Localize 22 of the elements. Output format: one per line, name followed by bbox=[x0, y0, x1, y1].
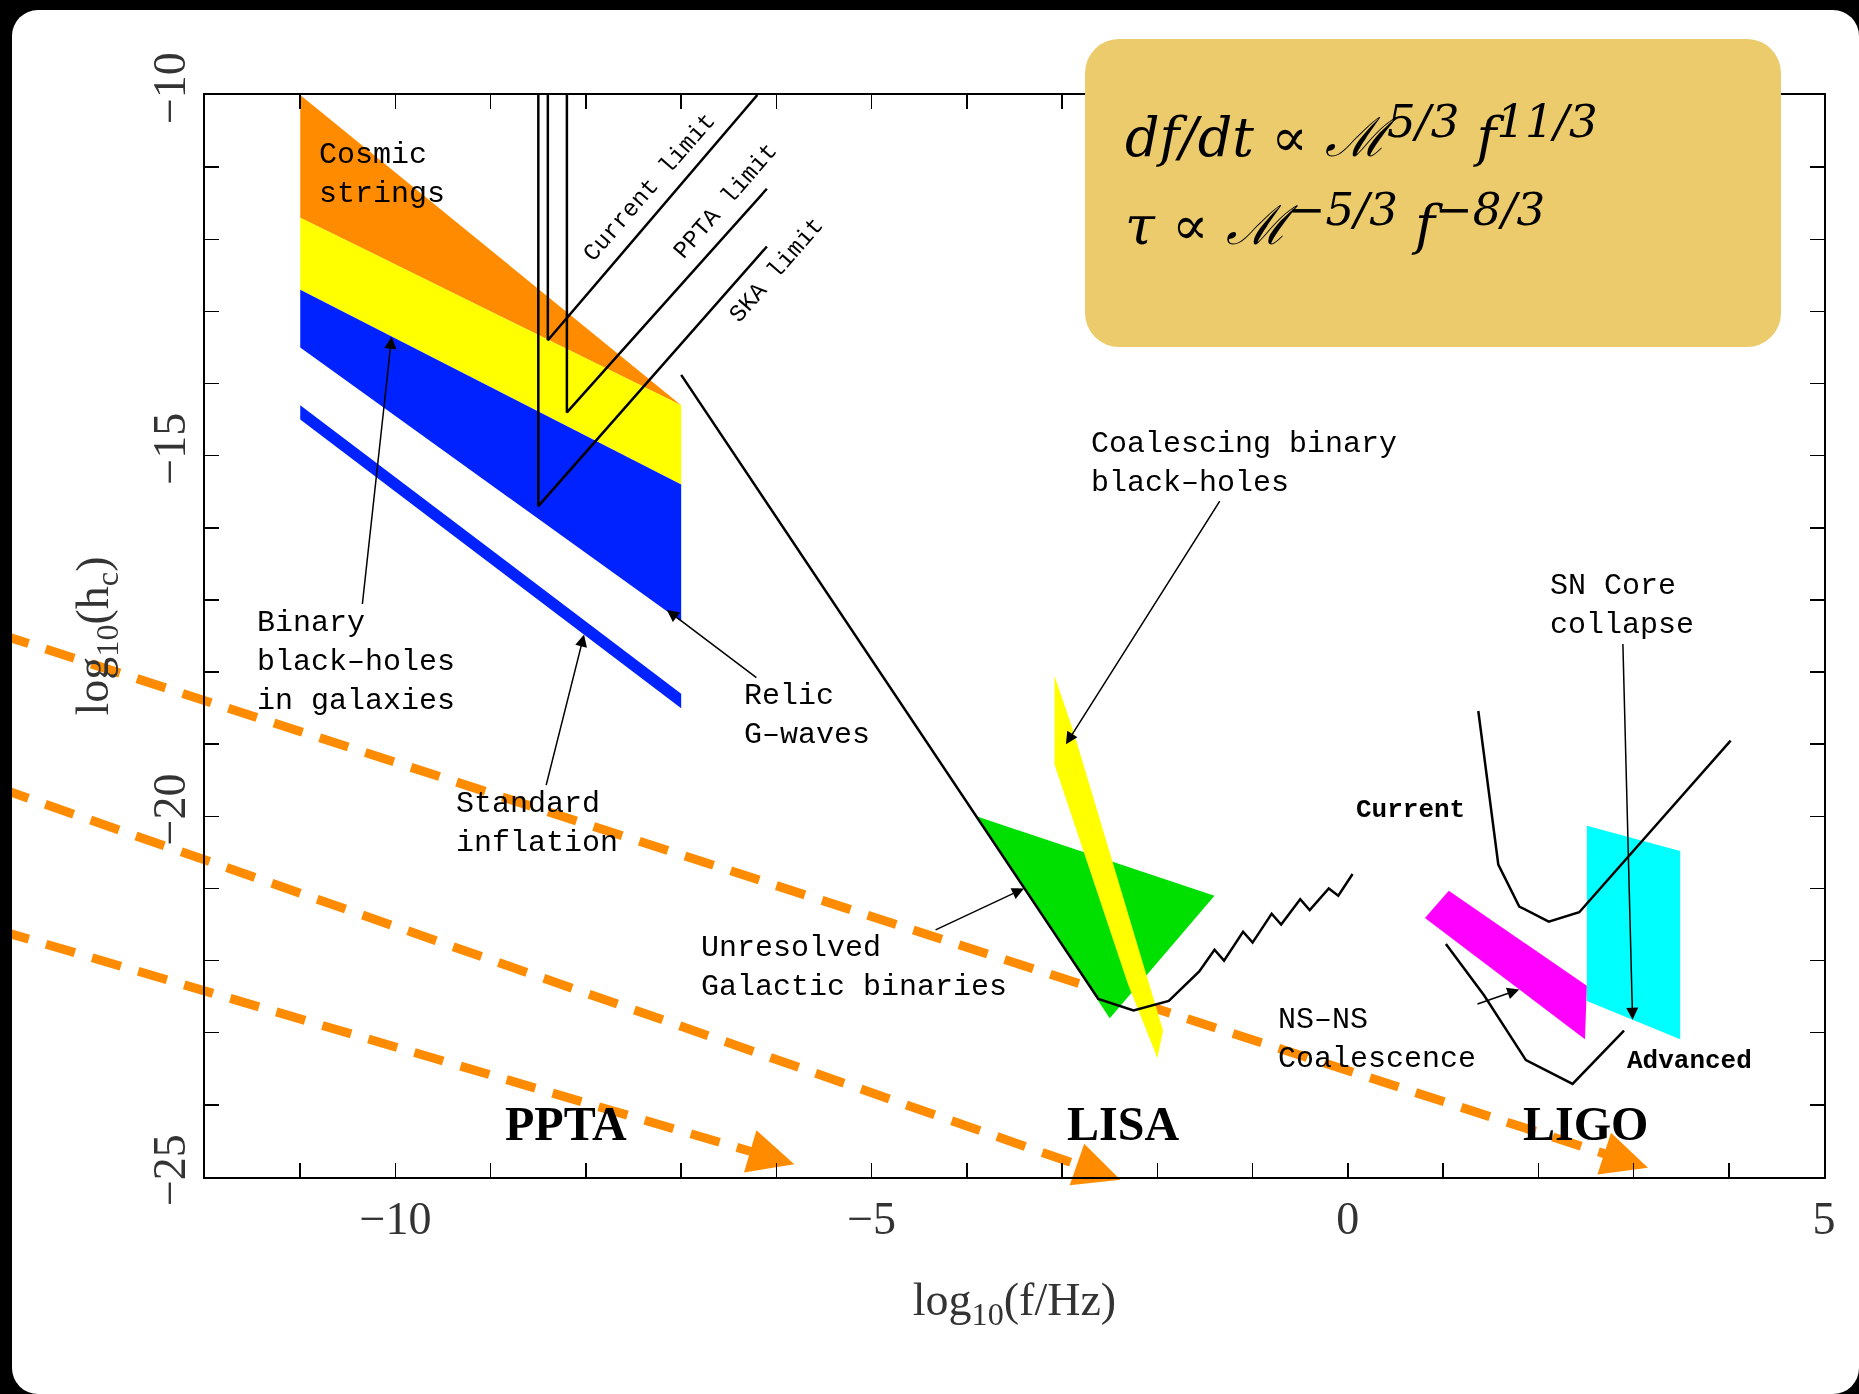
x-axis-title: log$_{10}$(f/Hz) bbox=[912, 1274, 1117, 1333]
x-tick-label: 0 bbox=[1336, 1193, 1360, 1245]
annotation: LISA bbox=[1067, 1097, 1180, 1150]
annotation: LIGO bbox=[1523, 1097, 1649, 1150]
annotation: df/dt ∝ ℳ$^{5/3}$ f$^{11/3}$ bbox=[1125, 94, 1599, 171]
annotation: Binary black–holes in galaxies bbox=[257, 606, 456, 718]
x-tick-label: −5 bbox=[847, 1193, 897, 1245]
y-tick-label: −10 bbox=[143, 52, 195, 125]
annotation: Unresolved Galactic binaries bbox=[701, 931, 1008, 1004]
annotation: Relic G–waves bbox=[744, 679, 871, 752]
y-tick-label: −25 bbox=[143, 1134, 195, 1207]
annotation: SN Core collapse bbox=[1550, 569, 1695, 642]
y-tick-label: −15 bbox=[143, 412, 195, 485]
x-tick-label: 5 bbox=[1812, 1193, 1836, 1245]
annotation: Advanced bbox=[1627, 1046, 1752, 1076]
annotation: Coalescing binary black–holes bbox=[1091, 427, 1398, 500]
annotation: Current bbox=[1356, 795, 1466, 825]
x-tick-label: −10 bbox=[359, 1193, 432, 1245]
y-tick-label: −20 bbox=[143, 773, 195, 846]
annotation: PPTA bbox=[505, 1097, 628, 1150]
formula-panel: df/dt ∝ ℳ$^{5/3}$ f$^{11/3}$ τ ∝ ℳ$^{−5/3}$ f$^{−8/3}$ bbox=[1085, 39, 1781, 347]
annotation: τ ∝ ℳ$^{−5/3}$ f$^{−8/3}$ bbox=[1125, 182, 1547, 260]
